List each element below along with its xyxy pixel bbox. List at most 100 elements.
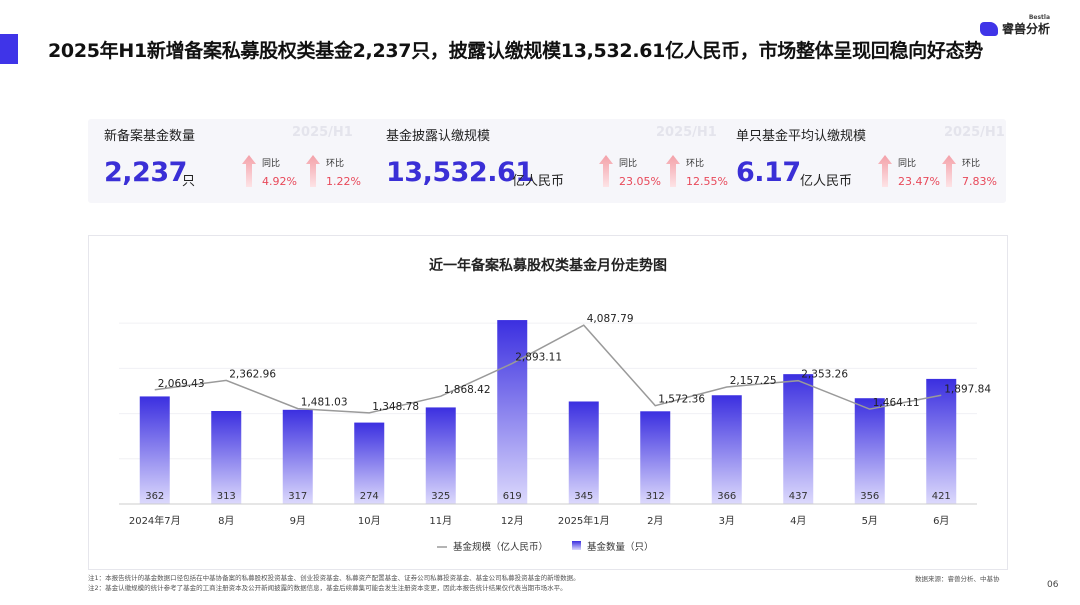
x-tick-label: 11月 — [429, 515, 452, 527]
x-tick-label: 2月 — [647, 515, 663, 527]
bar-value-label: 437 — [789, 491, 808, 502]
footnotes: 注1：本报告统计的基金数据口径包括在中基协备案的私募股权投资基金、创业投资基金、… — [88, 573, 580, 593]
accent-bar — [0, 34, 18, 64]
page-number: 06 — [1047, 580, 1059, 590]
bar — [211, 410, 242, 504]
up-arrow-icon — [306, 155, 320, 187]
yoy-value: 4.92% — [262, 175, 297, 188]
x-tick-label: 10月 — [358, 515, 381, 527]
mom-value: 1.22% — [326, 175, 361, 188]
bar — [854, 398, 885, 504]
up-arrow-icon — [599, 155, 613, 187]
up-arrow-icon — [242, 155, 256, 187]
bar — [640, 411, 671, 504]
legend-label-scale: 基金规模（亿人民币） — [453, 541, 548, 553]
kpi-panel: 新备案基金数量 2025/H1 2,237 只 同比 4.92% 环比 1.22… — [88, 119, 1006, 203]
bar — [926, 378, 957, 504]
x-tick-label: 12月 — [501, 515, 524, 527]
kpi-period-watermark: 2025/H1 — [944, 125, 1005, 140]
bar — [354, 422, 385, 504]
bar-value-label: 619 — [503, 491, 522, 502]
kpi-value: 6.17 — [736, 157, 801, 188]
x-tick-label: 6月 — [933, 515, 949, 527]
scale-line — [154, 324, 942, 414]
line-value-label: 4,087.79 — [587, 313, 634, 325]
kpi-fund-count: 新备案基金数量 2025/H1 2,237 只 同比 4.92% 环比 1.22… — [88, 119, 378, 203]
kpi-title: 单只基金平均认缴规模 — [736, 129, 867, 144]
x-tick-label: 5月 — [862, 515, 878, 527]
bar — [568, 401, 599, 504]
kpi-unit: 亿人民币 — [800, 174, 853, 189]
yoy-value: 23.47% — [898, 175, 940, 188]
brand-name: 睿兽分析 — [1001, 22, 1050, 36]
kpi-period-watermark: 2025/H1 — [292, 125, 353, 140]
line-value-label: 2,157.25 — [730, 375, 777, 387]
page-headline: 2025年H1新增备案私募股权类基金2,237只，披露认缴规模13,532.61… — [48, 40, 983, 62]
yoy-label: 同比 — [262, 159, 281, 169]
bar-value-label: 274 — [360, 491, 379, 502]
line-value-label: 2,893.11 — [515, 351, 562, 363]
x-tick-label: 4月 — [790, 515, 806, 527]
bar — [783, 374, 814, 504]
brand-animal-icon — [979, 21, 998, 36]
bar — [711, 395, 742, 504]
kpi-avg-scale: 单只基金平均认缴规模 2025/H1 6.17 亿人民币 同比 23.47% 环… — [720, 119, 1006, 203]
bar-value-label: 362 — [145, 491, 164, 502]
legend-label-count: 基金数量（只） — [587, 541, 654, 553]
bar-value-label: 421 — [932, 491, 951, 502]
data-source: 数据来源：睿兽分析、中基协 — [915, 575, 1000, 583]
up-arrow-icon — [878, 155, 892, 187]
line-value-label: 1,868.42 — [444, 384, 491, 396]
brand-small-text: Bestla — [1028, 14, 1050, 21]
x-tick-label: 8月 — [218, 515, 234, 527]
kpi-value: 13,532.61 — [386, 157, 534, 188]
mom-value: 12.55% — [686, 175, 728, 188]
kpi-unit: 只 — [182, 174, 196, 189]
up-arrow-icon — [666, 155, 680, 187]
chart-canvas: 近一年备案私募股权类基金月份走势图 362 313 317 274 325 619 345 3… — [119, 257, 991, 553]
line-value-label: 2,353.26 — [801, 369, 848, 381]
line-value-label: 2,069.43 — [158, 378, 205, 390]
brand-logo: 睿兽分析 — [979, 20, 1050, 37]
bar — [139, 396, 170, 504]
bar-value-label: 356 — [860, 491, 879, 502]
bar-value-label: 312 — [646, 491, 665, 502]
up-arrow-icon — [942, 155, 956, 187]
kpi-period-watermark: 2025/H1 — [656, 125, 717, 140]
x-tick-label: 9月 — [290, 515, 306, 527]
bar-value-label: 317 — [288, 491, 307, 502]
kpi-title: 基金披露认缴规模 — [386, 129, 491, 144]
line-value-label: 1,464.11 — [873, 397, 920, 409]
x-tick-label: 3月 — [719, 515, 735, 527]
mom-label: 环比 — [686, 159, 705, 169]
line-value-label: 2,362.96 — [229, 368, 276, 380]
kpi-unit: 亿人民币 — [512, 174, 565, 189]
chart-legend: 基金规模（亿人民币） 基金数量（只） — [437, 541, 654, 553]
kpi-value: 2,237 — [104, 157, 187, 188]
footnote-1: 注1：本报告统计的基金数据口径包括在中基协备案的私募股权投资基金、创业投资基金、… — [88, 574, 580, 582]
mom-label: 环比 — [326, 159, 345, 169]
mom-label: 环比 — [962, 159, 981, 169]
kpi-fund-scale: 基金披露认缴规模 2025/H1 13,532.61 亿人民币 同比 23.05… — [370, 119, 730, 203]
yoy-label: 同比 — [619, 159, 638, 169]
chart-title: 近一年备案私募股权类基金月份走势图 — [429, 257, 667, 274]
line-value-label: 1,897.84 — [944, 383, 991, 395]
legend-bar-swatch — [572, 541, 581, 550]
yoy-label: 同比 — [898, 159, 917, 169]
bar — [425, 407, 456, 504]
bar — [497, 320, 528, 504]
bar-value-label: 366 — [717, 491, 736, 502]
kpi-title: 新备案基金数量 — [104, 129, 196, 144]
yoy-value: 23.05% — [619, 175, 661, 188]
line-value-label: 1,348.78 — [372, 401, 419, 413]
footnote-2: 注2：基金认缴规模的统计参考了基金的工商注册资本及公开新闻披露的数据信息，基金后… — [88, 584, 567, 592]
line-value-label: 1,481.03 — [301, 397, 348, 409]
monthly-trend-chart: 近一年备案私募股权类基金月份走势图 362 313 317 274 325 619 345 3… — [88, 235, 1008, 570]
x-tick-label: 2025年1月 — [558, 514, 610, 527]
bar-value-label: 313 — [217, 491, 236, 502]
mom-value: 7.83% — [962, 175, 997, 188]
bar — [282, 409, 313, 504]
x-tick-label: 2024年7月 — [129, 514, 181, 527]
bar-value-label: 325 — [431, 491, 450, 502]
line-value-label: 1,572.36 — [658, 394, 705, 406]
